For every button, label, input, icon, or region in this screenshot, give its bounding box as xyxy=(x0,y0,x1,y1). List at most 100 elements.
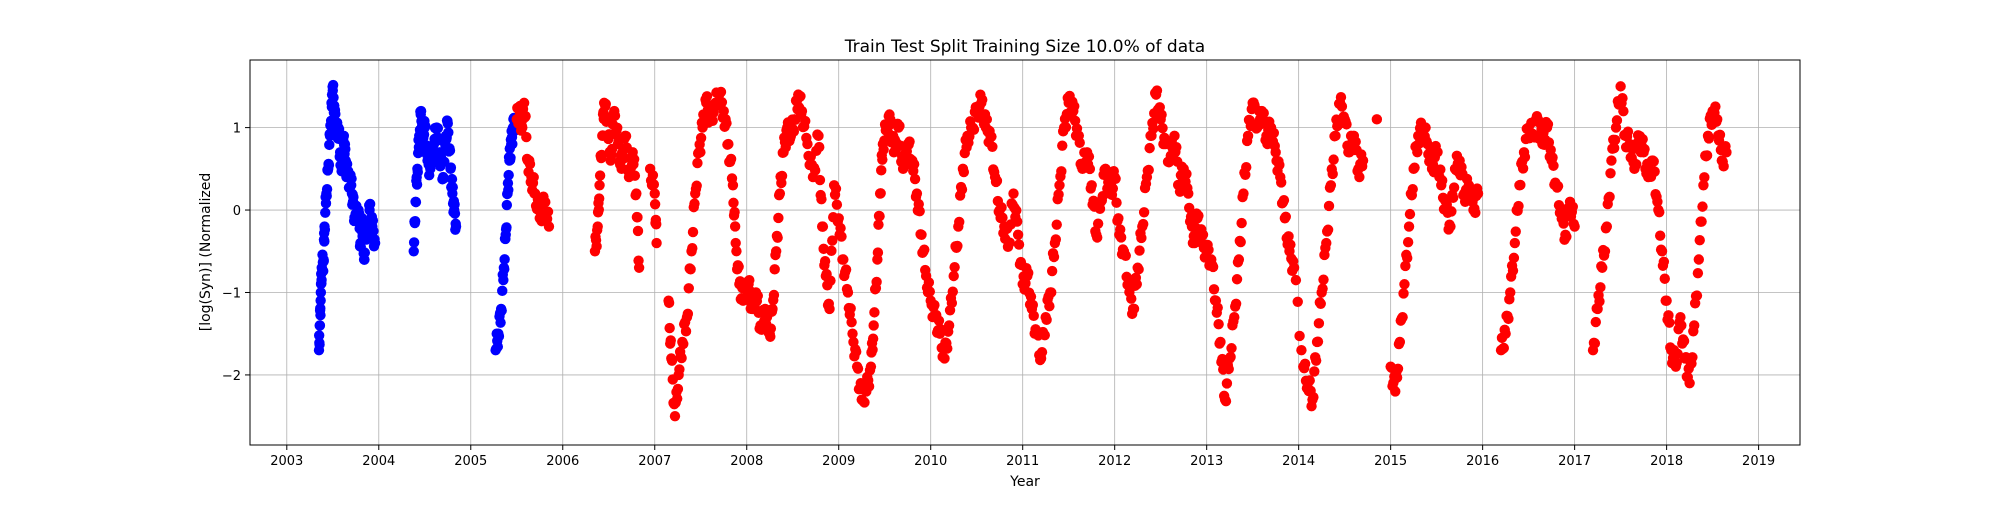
test-point xyxy=(1590,316,1601,328)
test-point xyxy=(1637,133,1648,145)
test-point xyxy=(1258,107,1269,119)
test-point xyxy=(1325,180,1337,191)
test-point xyxy=(1606,155,1617,166)
test-point xyxy=(981,114,993,125)
test-point xyxy=(629,170,641,181)
test-point xyxy=(1225,351,1236,363)
test-point xyxy=(1394,336,1406,348)
test-point xyxy=(701,91,713,102)
test-point xyxy=(813,130,824,142)
test-point xyxy=(651,219,662,230)
test-point xyxy=(847,328,858,339)
test-point xyxy=(986,131,997,142)
test-point xyxy=(1270,147,1281,158)
test-point xyxy=(1402,252,1413,264)
test-point xyxy=(1074,137,1085,148)
train-point xyxy=(410,216,421,227)
test-point xyxy=(591,241,602,252)
train-point xyxy=(492,341,504,352)
x-tick-label: 2008 xyxy=(730,454,763,469)
test-point xyxy=(1136,232,1147,244)
test-point xyxy=(687,243,698,254)
test-point xyxy=(1448,182,1460,193)
test-point xyxy=(1697,201,1708,212)
test-point xyxy=(1144,142,1155,154)
test-point xyxy=(1011,205,1022,216)
test-point xyxy=(1341,119,1352,130)
test-point xyxy=(1561,231,1572,242)
train-point xyxy=(493,331,505,342)
test-point xyxy=(716,97,728,108)
train-point xyxy=(501,222,512,233)
test-point xyxy=(1131,279,1142,290)
test-point xyxy=(1605,168,1616,179)
test-point xyxy=(1659,273,1670,284)
test-point xyxy=(796,105,808,117)
test-point xyxy=(729,206,740,218)
test-point xyxy=(929,299,940,311)
test-point xyxy=(649,188,660,199)
test-point xyxy=(1693,254,1705,265)
test-point xyxy=(1350,136,1361,147)
test-point xyxy=(665,335,676,346)
test-point xyxy=(814,174,826,186)
test-point xyxy=(868,320,879,331)
test-point xyxy=(1143,164,1154,176)
test-point xyxy=(1691,290,1703,301)
test-point xyxy=(1212,302,1223,313)
test-point xyxy=(1213,318,1224,330)
test-point xyxy=(592,221,603,232)
test-point xyxy=(923,277,935,288)
test-point xyxy=(1060,122,1072,133)
test-point xyxy=(765,323,777,334)
train-point xyxy=(415,105,427,117)
test-point xyxy=(1221,378,1233,389)
test-point xyxy=(1694,234,1705,246)
test-point xyxy=(942,343,953,354)
test-point xyxy=(838,254,849,265)
train-point xyxy=(450,221,462,232)
test-point xyxy=(1046,287,1057,298)
test-point xyxy=(1676,320,1687,331)
test-point xyxy=(1233,254,1245,265)
test-point xyxy=(725,153,737,165)
test-point xyxy=(1558,218,1569,229)
test-point xyxy=(842,287,854,298)
test-point xyxy=(1092,218,1104,229)
test-point xyxy=(802,138,813,150)
test-point xyxy=(1336,101,1348,112)
test-point xyxy=(632,212,643,223)
train-point xyxy=(327,79,339,91)
test-point xyxy=(788,126,800,137)
test-point xyxy=(1120,250,1131,261)
test-point xyxy=(1721,147,1732,158)
test-point xyxy=(1322,224,1334,235)
test-point xyxy=(1403,221,1415,232)
test-point xyxy=(1111,197,1122,208)
test-point xyxy=(904,136,915,147)
test-point xyxy=(1446,206,1457,217)
test-point xyxy=(600,98,612,110)
test-point xyxy=(872,247,884,258)
x-tick-label: 2005 xyxy=(454,454,487,469)
test-point xyxy=(1678,335,1690,347)
train-point xyxy=(346,173,357,184)
test-point xyxy=(685,264,696,275)
test-point xyxy=(1618,106,1629,117)
test-point xyxy=(543,221,555,232)
x-tick-label: 2010 xyxy=(914,454,947,469)
test-point xyxy=(800,115,811,127)
test-point xyxy=(1599,246,1611,257)
test-point xyxy=(956,184,968,195)
test-point xyxy=(1354,171,1365,183)
test-point xyxy=(1126,293,1137,304)
test-point xyxy=(840,264,852,275)
test-point xyxy=(894,120,905,132)
test-point xyxy=(1151,85,1163,96)
train-point xyxy=(338,130,350,142)
x-tick-label: 2014 xyxy=(1282,454,1315,469)
test-point xyxy=(1357,155,1369,166)
test-point xyxy=(1230,298,1242,309)
test-point xyxy=(1597,262,1608,273)
test-point xyxy=(1436,175,1448,186)
